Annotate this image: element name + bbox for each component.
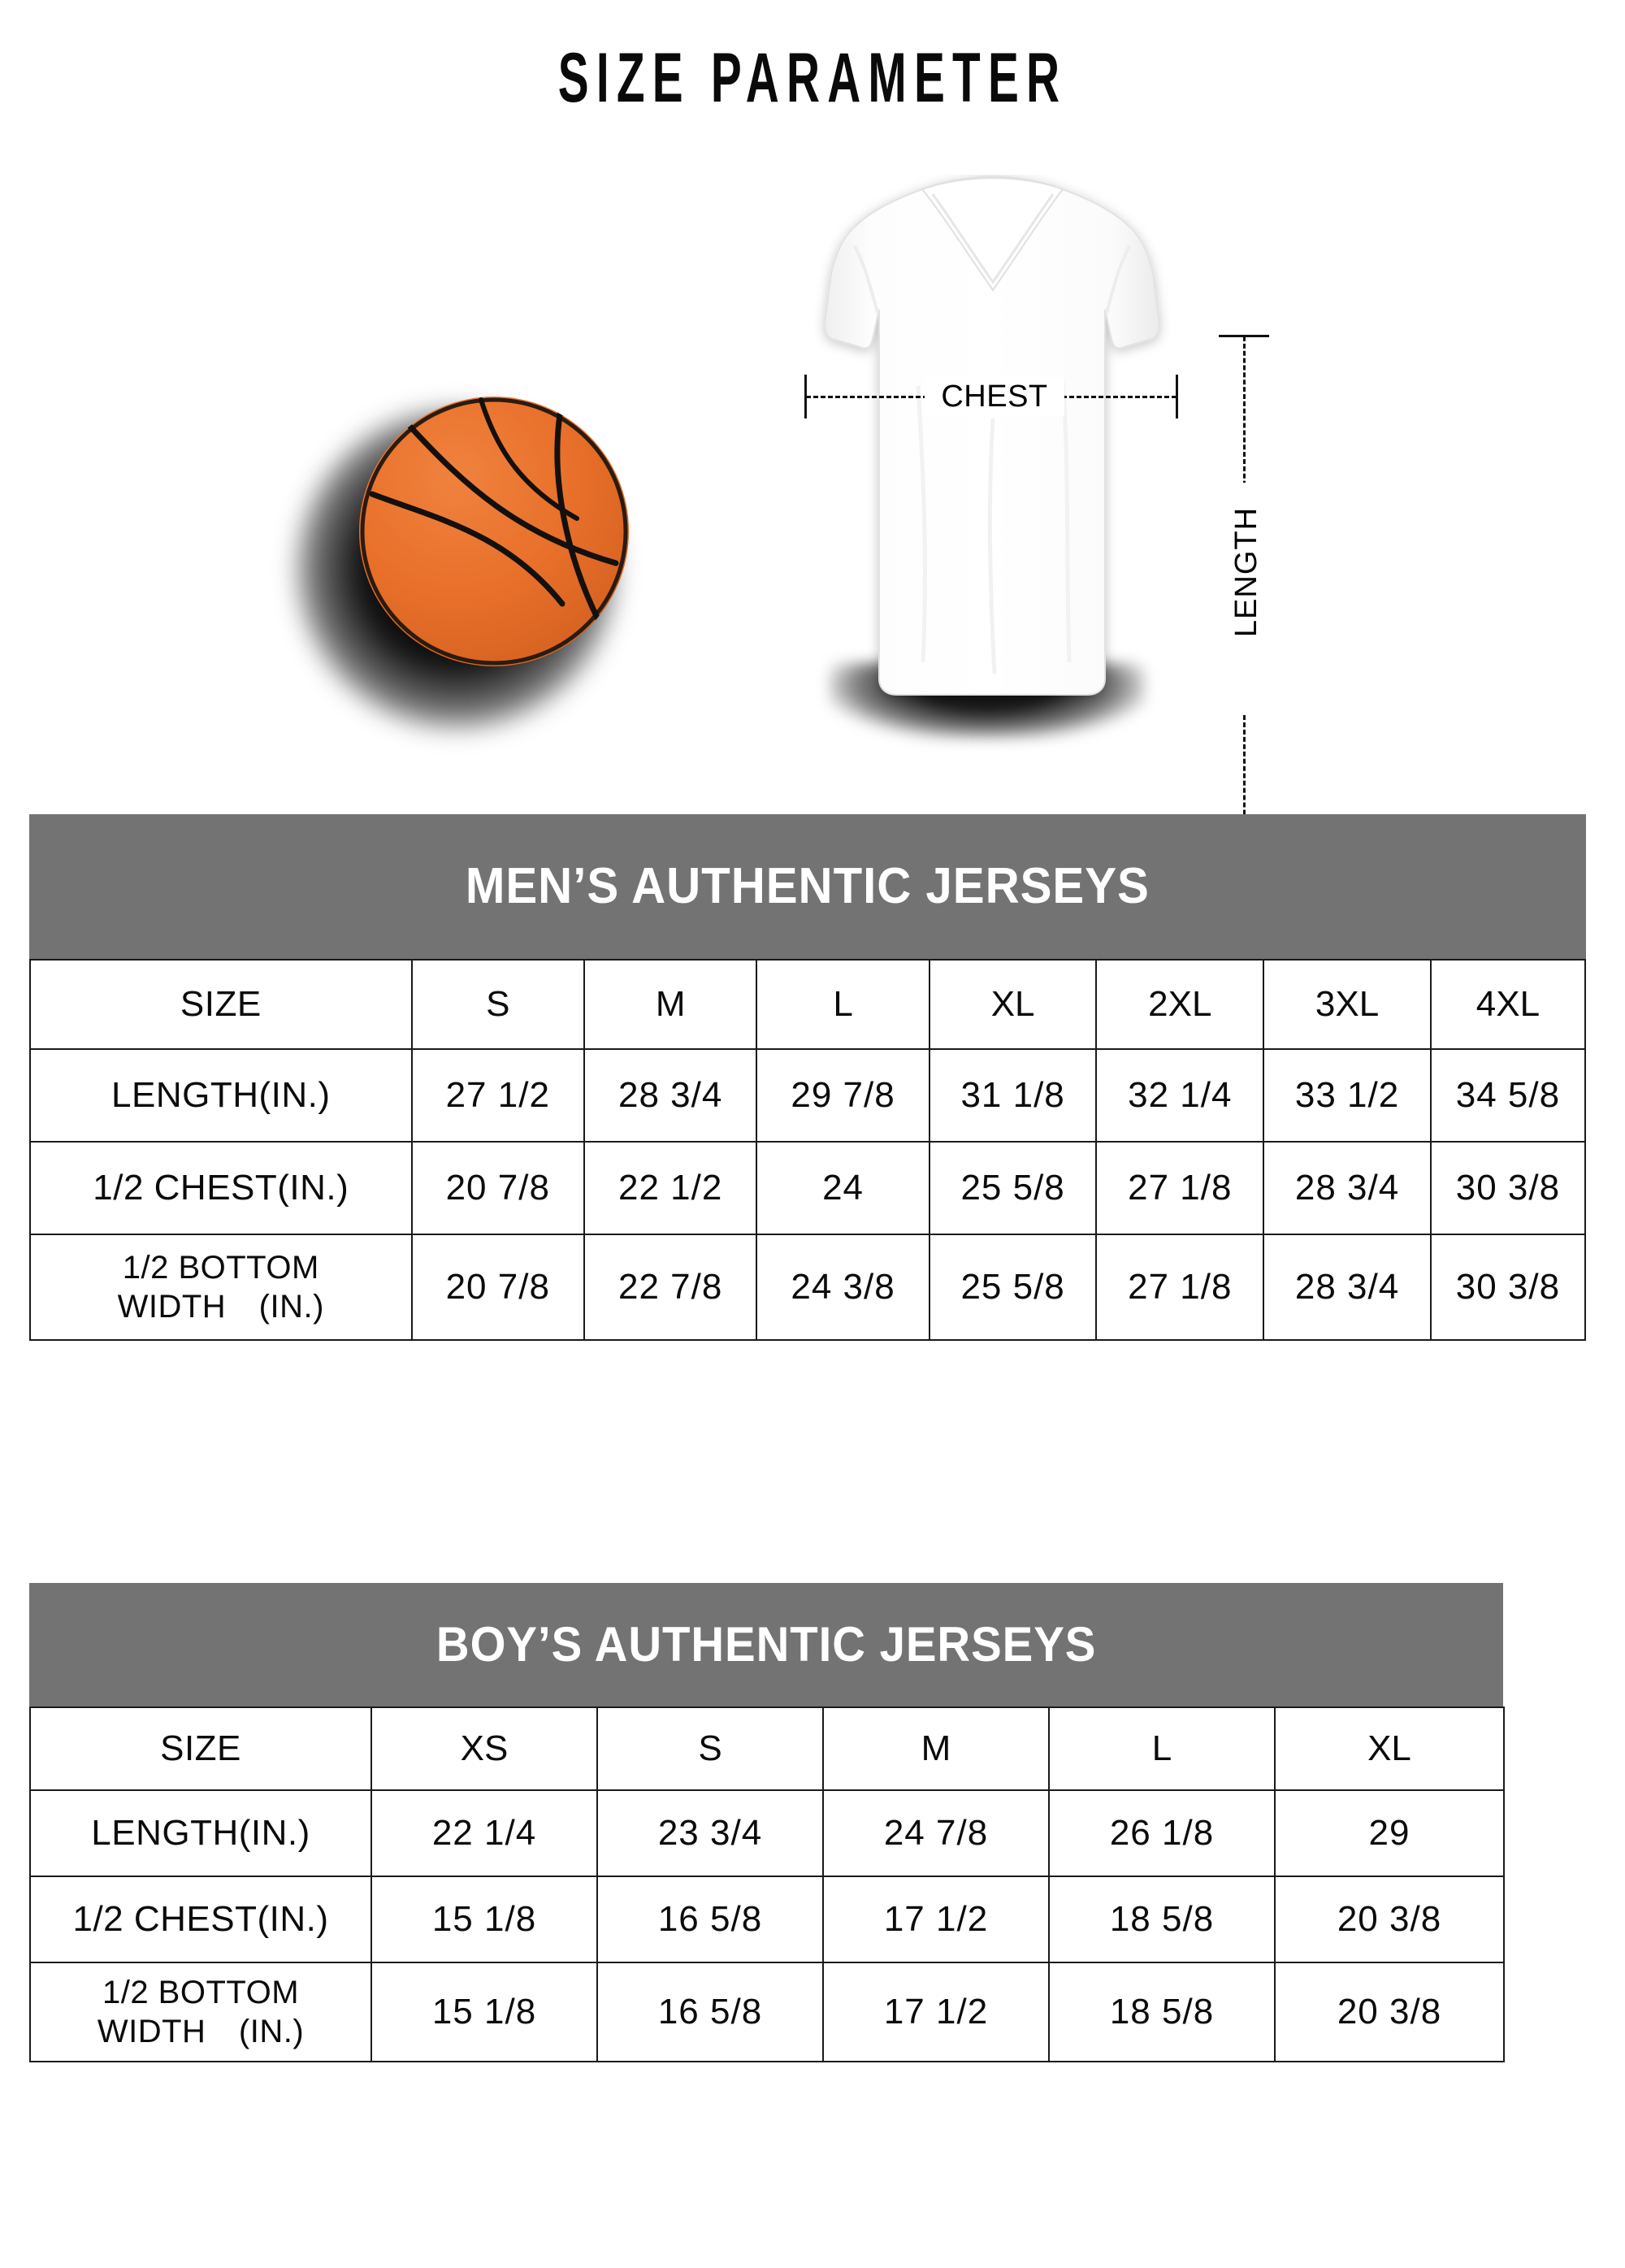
basketball-illustration (294, 390, 666, 731)
cell-bottom-l: 18 5/8 (1048, 1962, 1276, 2062)
row-label-half-bottom-width: 1/2 BOTTOM WIDTH (IN.) (29, 1962, 372, 2062)
table-row-length: LENGTH(IN.) 27 1/2 28 3/4 29 7/8 31 1/8 … (29, 1048, 1587, 1143)
row-label-half-bottom-width: 1/2 BOTTOM WIDTH (IN.) (29, 1234, 413, 1341)
row-label-length: LENGTH(IN.) (29, 1789, 372, 1877)
chest-tick-left (804, 375, 807, 418)
cell-bottom-xl: 20 3/8 (1274, 1962, 1505, 2062)
jersey-icon (824, 175, 1160, 696)
cell-bottom-xl: 25 5/8 (928, 1234, 1098, 1341)
mens-size-table: SIZE S M L XL 2XL 3XL 4XL LENGTH(IN.) 27… (29, 959, 1587, 1341)
row-label-length: LENGTH(IN.) (29, 1048, 413, 1143)
jersey-illustration: CHEST (780, 175, 1202, 760)
cell-length-m: 24 7/8 (822, 1789, 1050, 1877)
row-label-half-chest: 1/2 CHEST(IN.) (29, 1141, 413, 1235)
mens-table-banner: MEN’S AUTHENTIC JERSEYS (29, 814, 1586, 959)
size-diagram: CHEST LENGTH (0, 154, 1625, 904)
table-row-half-bottom-width: 1/2 BOTTOM WIDTH (IN.) 15 1/8 16 5/8 17 … (29, 1962, 1505, 2062)
col-header-l: L (1048, 1706, 1276, 1791)
cell-chest-xl: 20 3/8 (1274, 1876, 1505, 1963)
table-row-half-chest: 1/2 CHEST(IN.) 20 7/8 22 1/2 24 25 5/8 2… (29, 1141, 1587, 1235)
boys-table-banner: BOY’S AUTHENTIC JERSEYS (29, 1583, 1503, 1706)
boys-banner-label: BOY’S AUTHENTIC JERSEYS (436, 1617, 1097, 1672)
cell-length-xl: 31 1/8 (928, 1048, 1098, 1143)
cell-chest-l: 24 (756, 1141, 930, 1235)
cell-bottom-l: 24 3/8 (756, 1234, 930, 1341)
length-label: LENGTH (1228, 483, 1264, 661)
cell-length-m: 28 3/4 (583, 1048, 758, 1143)
cell-length-3xl: 33 1/2 (1263, 1048, 1432, 1143)
col-header-s: S (410, 959, 585, 1050)
cell-chest-s: 16 5/8 (596, 1876, 824, 1963)
col-header-xl: XL (928, 959, 1098, 1050)
cell-chest-m: 17 1/2 (822, 1876, 1050, 1963)
row-label-line2: WIDTH (IN.) (117, 1289, 324, 1325)
cell-bottom-3xl: 28 3/4 (1263, 1234, 1432, 1341)
length-dashed-upper (1243, 336, 1246, 522)
cell-bottom-m: 17 1/2 (822, 1962, 1050, 2062)
cell-length-xl: 29 (1274, 1789, 1505, 1877)
cell-bottom-4xl: 30 3/8 (1429, 1234, 1587, 1341)
table-row-half-bottom-width: 1/2 BOTTOM WIDTH (IN.) 20 7/8 22 7/8 24 … (29, 1234, 1587, 1341)
row-label-line1: 1/2 BOTTOM (102, 1975, 300, 2010)
col-header-4xl: 4XL (1429, 959, 1587, 1050)
cell-chest-4xl: 30 3/8 (1429, 1141, 1587, 1235)
boys-size-table: SIZE XS S M L XL LENGTH(IN.) 22 1/4 23 3… (29, 1706, 1505, 2062)
cell-chest-s: 20 7/8 (410, 1141, 585, 1235)
table-row-header: SIZE XS S M L XL (29, 1706, 1505, 1791)
cell-chest-xl: 25 5/8 (928, 1141, 1098, 1235)
cell-length-l: 26 1/8 (1048, 1789, 1276, 1877)
length-tick-top (1219, 335, 1269, 337)
mens-banner-label: MEN’S AUTHENTIC JERSEYS (465, 858, 1150, 914)
mens-size-table-block: MEN’S AUTHENTIC JERSEYS SIZE S M L XL 2X… (29, 814, 1587, 1341)
cell-bottom-s: 16 5/8 (596, 1962, 824, 2062)
cell-length-s: 27 1/2 (410, 1048, 585, 1143)
chest-tick-right (1176, 375, 1178, 418)
col-header-l: L (756, 959, 930, 1050)
col-header-xs: XS (370, 1706, 598, 1791)
col-header-m: M (583, 959, 758, 1050)
col-header-2xl: 2XL (1095, 959, 1265, 1050)
cell-chest-3xl: 28 3/4 (1263, 1141, 1432, 1235)
length-dashed-lower (1243, 715, 1246, 902)
row-label-half-chest: 1/2 CHEST(IN.) (29, 1876, 372, 1963)
cell-bottom-s: 20 7/8 (410, 1234, 585, 1341)
col-header-3xl: 3XL (1263, 959, 1432, 1050)
cell-length-xs: 22 1/4 (370, 1789, 598, 1877)
col-header-xl: XL (1274, 1706, 1505, 1791)
table-row-length: LENGTH(IN.) 22 1/4 23 3/4 24 7/8 26 1/8 … (29, 1789, 1505, 1877)
cell-bottom-2xl: 27 1/8 (1095, 1234, 1265, 1341)
cell-chest-l: 18 5/8 (1048, 1876, 1276, 1963)
basketball-seams (360, 397, 628, 666)
cell-bottom-m: 22 7/8 (583, 1234, 758, 1341)
cell-length-2xl: 32 1/4 (1095, 1048, 1265, 1143)
cell-chest-2xl: 27 1/8 (1095, 1141, 1265, 1235)
row-label-line2: WIDTH (IN.) (97, 2014, 305, 2049)
table-row-header: SIZE S M L XL 2XL 3XL 4XL (29, 959, 1587, 1050)
cell-length-s: 23 3/4 (596, 1789, 824, 1877)
cell-chest-xs: 15 1/8 (370, 1876, 598, 1963)
table-row-half-chest: 1/2 CHEST(IN.) 15 1/8 16 5/8 17 1/2 18 5… (29, 1876, 1505, 1963)
row-label-line1: 1/2 BOTTOM (122, 1250, 319, 1286)
chest-measurement: CHEST (804, 375, 1178, 418)
chest-label: CHEST (925, 377, 1064, 416)
cell-length-l: 29 7/8 (756, 1048, 930, 1143)
col-header-size: SIZE (29, 1706, 372, 1791)
cell-bottom-xs: 15 1/8 (370, 1962, 598, 2062)
col-header-s: S (596, 1706, 824, 1791)
col-header-size: SIZE (29, 959, 413, 1050)
col-header-m: M (822, 1706, 1050, 1791)
page-title: SIZE PARAMETER (557, 39, 1068, 117)
cell-length-4xl: 34 5/8 (1429, 1048, 1587, 1143)
boys-size-table-block: BOY’S AUTHENTIC JERSEYS SIZE XS S M L XL… (29, 1583, 1505, 2062)
basketball-icon (359, 397, 629, 666)
cell-chest-m: 22 1/2 (583, 1141, 758, 1235)
